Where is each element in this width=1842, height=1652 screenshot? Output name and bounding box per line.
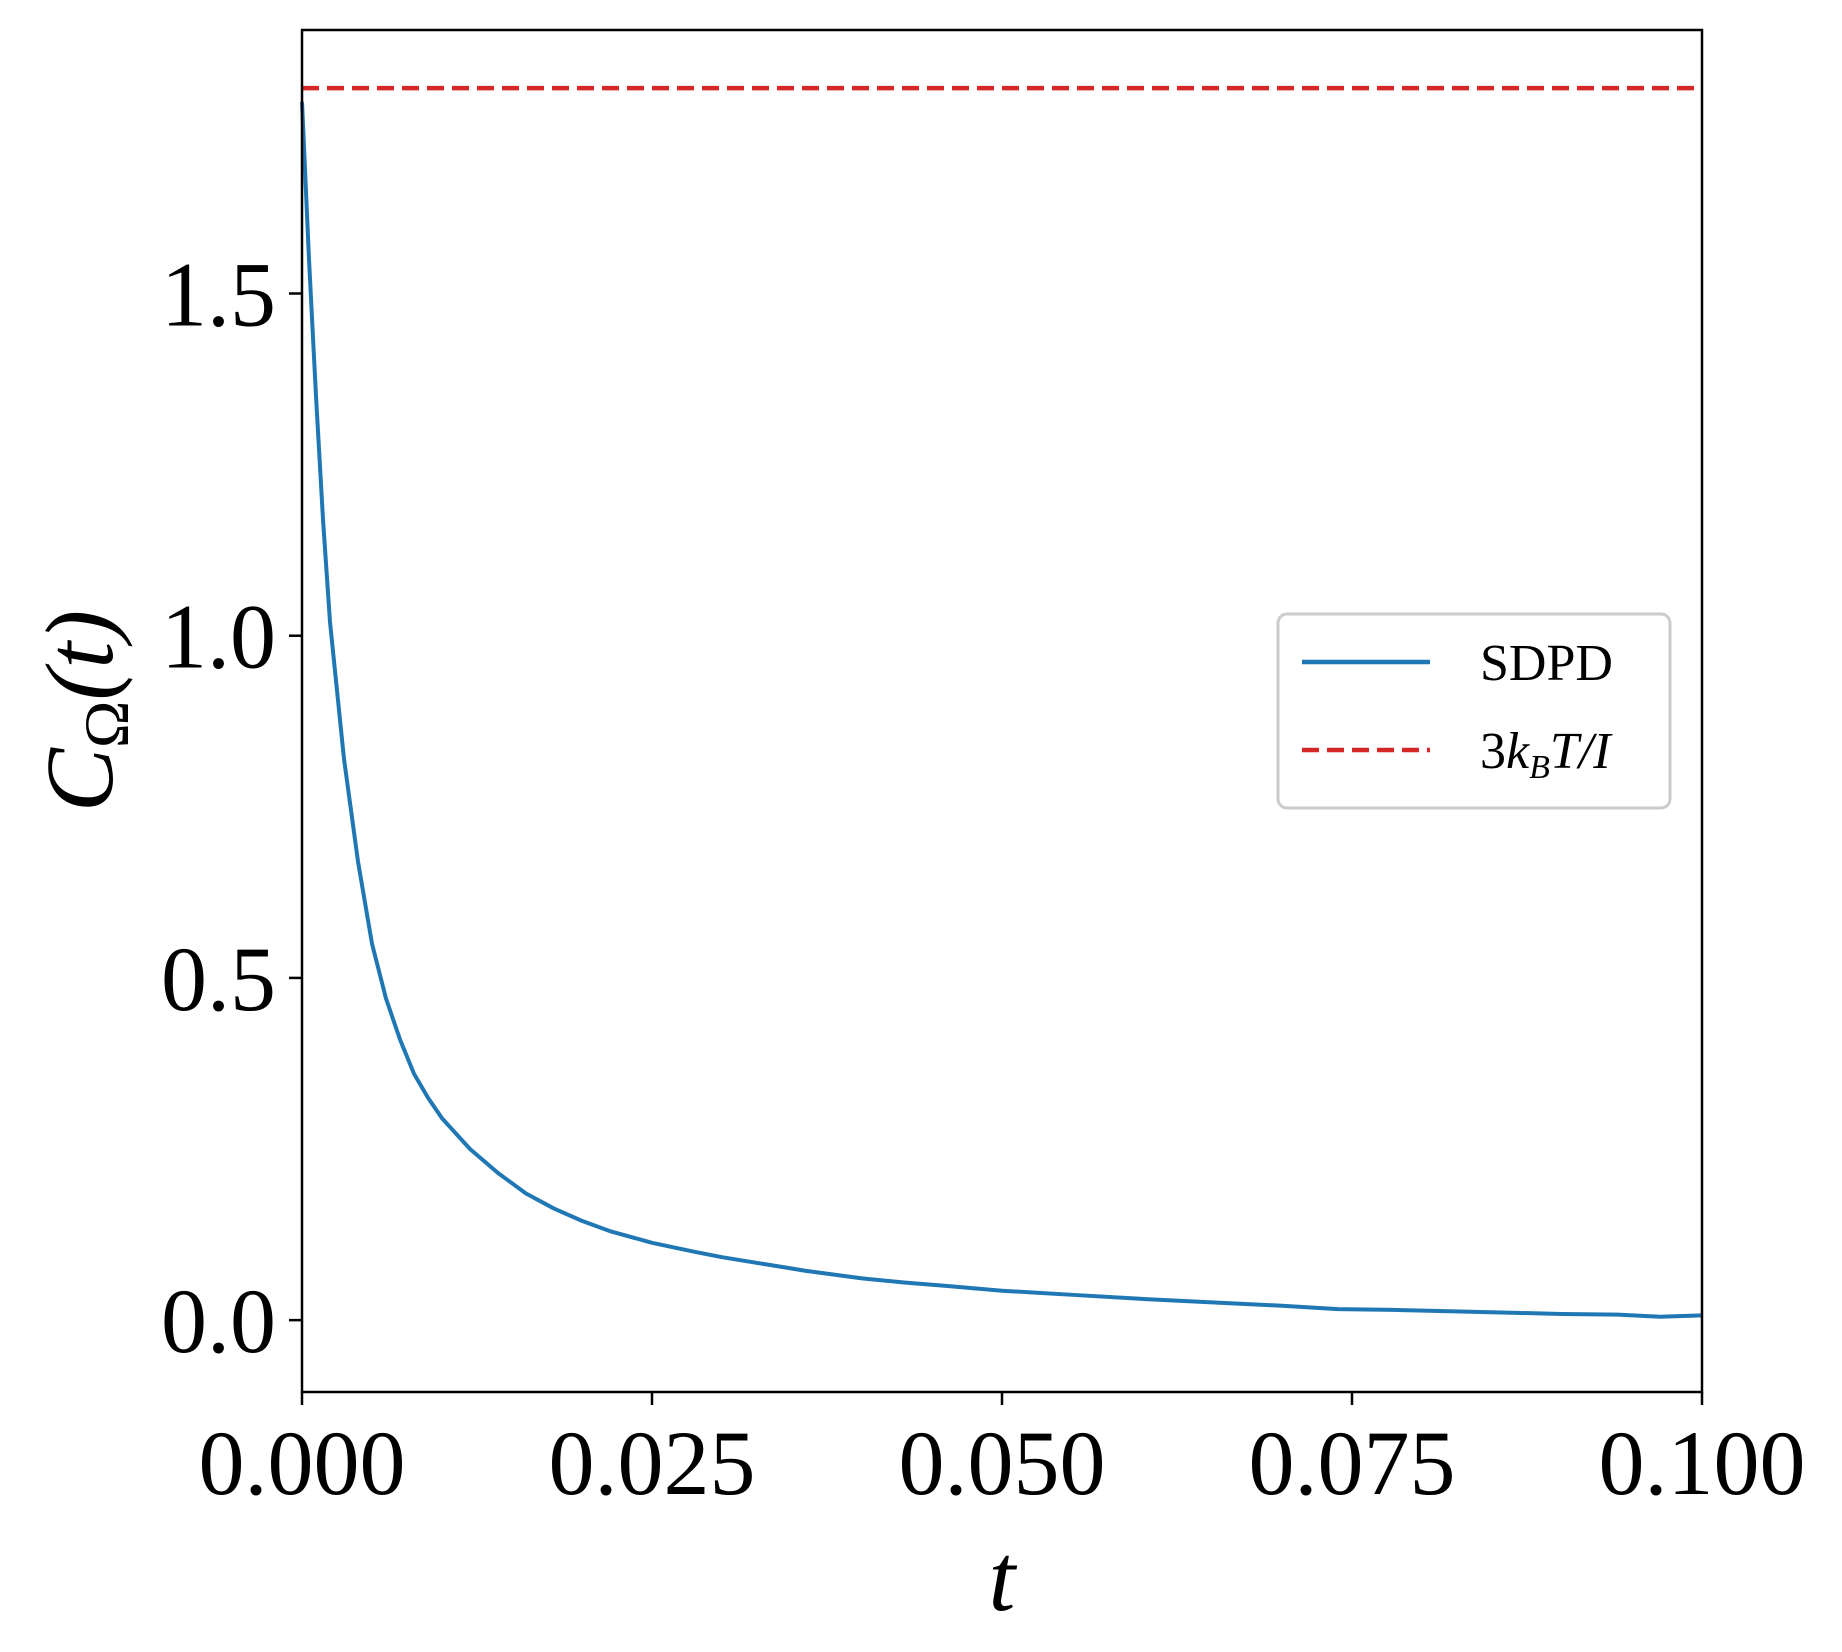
y-tick-label: 1.0: [161, 586, 276, 688]
legend: SDPD 3kBT/I: [1276, 612, 1672, 810]
y-tick-label: 1.5: [161, 244, 276, 346]
legend-label-reference: 3kBT/I: [1480, 723, 1613, 786]
y-tick-label: 0.0: [161, 1270, 276, 1372]
y-axis-label: CΩ(t): [26, 610, 142, 812]
x-tick-label: 0.050: [899, 1412, 1106, 1514]
y-axis-label-main: C: [26, 747, 133, 812]
legend-label-sdpd: SDPD: [1480, 635, 1613, 692]
legend-ref-subscript: B: [1529, 749, 1550, 786]
x-tick-label: 0.025: [549, 1412, 756, 1514]
y-tick-label: 0.5: [161, 928, 276, 1030]
y-axis-label-sub: Ω: [71, 701, 142, 749]
x-axis-ticks: 0.000 0.025 0.050 0.075 0.100: [199, 1392, 1806, 1514]
legend-ref-rest: T/I: [1550, 723, 1613, 780]
x-axis-label: t: [989, 1524, 1018, 1631]
legend-ref-k: k: [1506, 723, 1530, 780]
series-layer: [300, 85, 1703, 1319]
series-line-sdpd: [300, 101, 1703, 1319]
legend-ref-three: 3: [1480, 723, 1506, 780]
y-axis-ticks: 0.0 0.5 1.0 1.5: [161, 244, 302, 1372]
x-tick-label: 0.075: [1249, 1412, 1456, 1514]
x-tick-label: 0.100: [1599, 1412, 1806, 1514]
x-tick-label: 0.000: [199, 1412, 406, 1514]
y-axis-label-paren: (t): [26, 610, 133, 701]
